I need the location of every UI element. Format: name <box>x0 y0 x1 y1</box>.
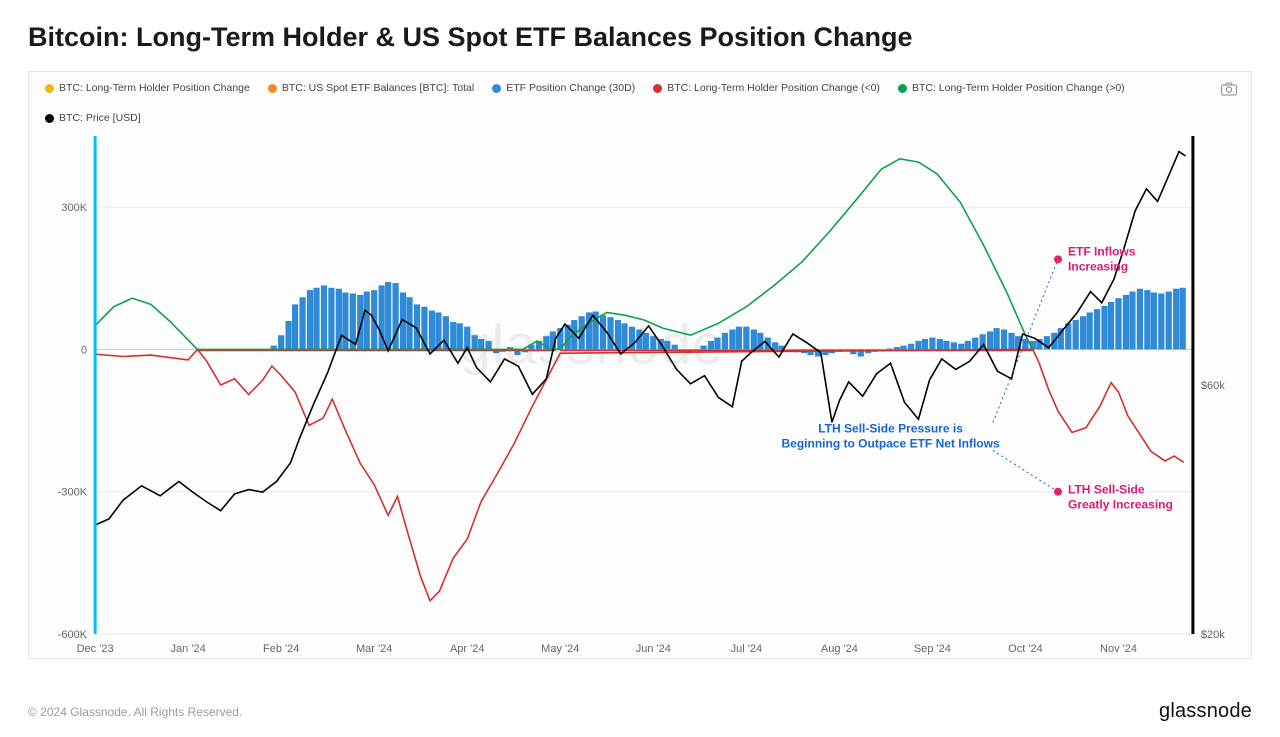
legend-swatch <box>268 84 277 93</box>
svg-text:ETF Inflows: ETF Inflows <box>1068 244 1136 258</box>
chart-plot: -600K-300K0300K$20k$60kglassnodeDec '23J… <box>39 130 1241 660</box>
legend-swatch <box>492 84 501 93</box>
legend-item: BTC: US Spot ETF Balances [BTC]: Total <box>268 82 474 94</box>
svg-text:Dec '23: Dec '23 <box>77 643 114 655</box>
svg-text:Increasing: Increasing <box>1068 259 1128 273</box>
svg-text:Mar '24: Mar '24 <box>356 643 392 655</box>
copyright: © 2024 Glassnode. All Rights Reserved. <box>28 705 242 719</box>
page-title: Bitcoin: Long-Term Holder & US Spot ETF … <box>28 22 1252 53</box>
legend-item: BTC: Long-Term Holder Position Change (<… <box>653 82 880 94</box>
legend-item: BTC: Price [USD] <box>45 112 141 124</box>
legend-item: BTC: Long-Term Holder Position Change (>… <box>898 82 1125 94</box>
svg-text:$60k: $60k <box>1201 380 1225 392</box>
svg-text:Apr '24: Apr '24 <box>450 643 485 655</box>
svg-text:Jan '24: Jan '24 <box>171 643 206 655</box>
camera-icon[interactable] <box>1221 82 1237 96</box>
brand-logo: glassnode <box>1159 700 1252 723</box>
legend-label: BTC: Long-Term Holder Position Change (>… <box>912 82 1125 94</box>
legend: BTC: Long-Term Holder Position Change BT… <box>39 80 1241 130</box>
legend-label: BTC: Long-Term Holder Position Change <box>59 82 250 94</box>
legend-swatch <box>45 114 54 123</box>
svg-text:Sep '24: Sep '24 <box>914 643 951 655</box>
svg-text:Oct '24: Oct '24 <box>1008 643 1043 655</box>
legend-swatch <box>898 84 907 93</box>
legend-item: ETF Position Change (30D) <box>492 82 635 94</box>
chart-card: BTC: Long-Term Holder Position Change BT… <box>28 71 1252 659</box>
svg-text:-300K: -300K <box>58 487 88 499</box>
svg-text:0: 0 <box>81 344 87 356</box>
svg-text:Beginning to Outpace ETF Net I: Beginning to Outpace ETF Net Inflows <box>781 436 1000 450</box>
svg-text:$20k: $20k <box>1201 629 1225 641</box>
legend-label: BTC: Long-Term Holder Position Change (<… <box>667 82 880 94</box>
legend-label: BTC: Price [USD] <box>59 112 141 124</box>
svg-text:Jun '24: Jun '24 <box>636 643 671 655</box>
legend-label: ETF Position Change (30D) <box>506 82 635 94</box>
svg-text:Jul '24: Jul '24 <box>731 643 762 655</box>
svg-text:Feb '24: Feb '24 <box>263 643 299 655</box>
svg-text:-600K: -600K <box>58 629 88 641</box>
svg-text:Greatly Increasing: Greatly Increasing <box>1068 498 1173 512</box>
svg-text:Nov '24: Nov '24 <box>1100 643 1137 655</box>
legend-swatch <box>45 84 54 93</box>
svg-text:LTH Sell-Side Pressure is: LTH Sell-Side Pressure is <box>818 421 963 435</box>
svg-text:May '24: May '24 <box>541 643 579 655</box>
legend-item: BTC: Long-Term Holder Position Change <box>45 82 250 94</box>
svg-text:Aug '24: Aug '24 <box>821 643 858 655</box>
legend-swatch <box>653 84 662 93</box>
svg-text:300K: 300K <box>61 202 87 214</box>
legend-label: BTC: US Spot ETF Balances [BTC]: Total <box>282 82 474 94</box>
svg-text:LTH Sell-Side: LTH Sell-Side <box>1068 483 1145 497</box>
